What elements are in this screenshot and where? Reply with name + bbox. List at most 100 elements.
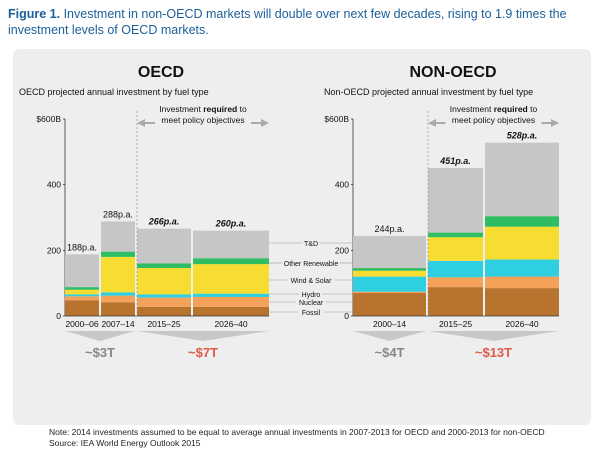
bar-segment-t-d (137, 228, 191, 264)
bar-segment-nuclear (353, 291, 426, 294)
bracket-label-part: Investment (450, 104, 492, 114)
group-label-projected: ~$7T (188, 345, 218, 360)
bar-segment-t-d (65, 254, 99, 288)
legend-label: T&D (304, 241, 318, 248)
bracket-arrow-left (137, 119, 145, 127)
group-chevron (353, 331, 426, 341)
panel-subtitle: OECD projected annual investment by fuel… (19, 87, 209, 97)
bar-segment-wind-solar (101, 256, 135, 293)
bar-total-label: 528p.a. (507, 131, 538, 141)
bar-total-label: 288p.a. (103, 209, 133, 219)
bar-segment-t-d (428, 167, 483, 233)
bracket-arrow-right (261, 119, 269, 127)
bar-segment-hydro (485, 259, 559, 277)
bar-segment-nuclear (485, 276, 559, 289)
bar-segment-hydro (137, 294, 191, 298)
bar-segment-wind-solar (193, 264, 269, 294)
bar-segment-nuclear (137, 297, 191, 307)
bar-segment-wind-solar (428, 237, 483, 261)
panel-subtitle: Non-OECD projected annual investment by … (324, 87, 533, 97)
bracket-arrow-right (551, 119, 559, 127)
bar-segment-hydro (101, 292, 135, 296)
x-category-label: 2007–14 (101, 319, 134, 329)
bar-segment-other-renewable (65, 287, 99, 290)
y-tick-label: $600B (324, 114, 349, 124)
chart-panel: OECD OECD projected annual investment by … (13, 49, 591, 448)
bar-segment-wind-solar (65, 289, 99, 295)
bracket-label-part: to (528, 104, 538, 114)
bracket-arrow-left (428, 119, 436, 127)
bar-segment-wind-solar (137, 268, 191, 295)
bracket-label-line2: meet policy objectives (161, 115, 244, 125)
y-tick-label: 0 (344, 311, 349, 321)
bar-segment-t-d (193, 230, 269, 259)
bracket-label-part: required (201, 104, 237, 114)
x-category-label: 2000–06 (65, 319, 98, 329)
y-tick-label: 200 (47, 245, 61, 255)
y-tick-label: 200 (335, 245, 349, 255)
bar-total-label: 188p.a. (67, 242, 97, 252)
group-chevron (137, 331, 269, 341)
bar-segment-fossil (101, 302, 135, 316)
bar-segment-fossil (137, 306, 191, 316)
group-label-historic: ~$4T (375, 345, 405, 360)
note-text: Note: 2014 investments assumed to be equ… (49, 427, 545, 437)
legend-label: Fossil (302, 310, 321, 317)
bar-segment-other-renewable (353, 268, 426, 271)
bar-segment-fossil (485, 288, 559, 316)
panel-title: OECD (138, 64, 184, 81)
figure-caption-text: Investment in non-OECD markets will doub… (8, 7, 567, 37)
bar-segment-t-d (101, 221, 135, 252)
group-label-projected: ~$13T (475, 345, 512, 360)
bar-segment-other-renewable (428, 232, 483, 238)
bracket-label-line1: Investment required to (450, 104, 538, 114)
bracket-label-bg (155, 115, 251, 126)
bar-segment-hydro (353, 276, 426, 292)
y-tick-label: $600B (36, 114, 61, 124)
note-box: Note: 2014 investments assumed to be equ… (49, 427, 589, 449)
x-category-label: 2026–40 (214, 319, 247, 329)
legend-label: Other Renewable (284, 261, 339, 268)
bar-total-label: 244p.a. (374, 224, 404, 234)
source-text: Source: IEA World Energy Outlook 2015 (49, 438, 201, 448)
bracket-label-bg (445, 115, 542, 126)
legend-label: Nuclear (299, 300, 324, 307)
bracket-label-part: Investment (159, 104, 201, 114)
bar-total-label: 266p.a. (148, 217, 180, 227)
bar-total-label: 260p.a. (215, 219, 247, 229)
bar-segment-hydro (65, 294, 99, 297)
bracket-label-line2: meet policy objectives (452, 115, 535, 125)
bar-segment-t-d (485, 142, 559, 217)
y-tick-label: 400 (335, 180, 349, 190)
panel-title: NON-OECD (409, 64, 496, 81)
bar-segment-other-renewable (485, 216, 559, 227)
figure-number: Figure 1. (8, 7, 61, 21)
bar-segment-nuclear (101, 295, 135, 303)
bar-segment-fossil (428, 287, 483, 316)
bar-segment-wind-solar (353, 270, 426, 277)
bar-segment-nuclear (428, 277, 483, 288)
bar-segment-other-renewable (137, 263, 191, 269)
bar-segment-nuclear (193, 296, 269, 307)
bar-segment-fossil (193, 306, 269, 316)
bar-segment-fossil (65, 300, 99, 316)
x-category-label: 2015–25 (439, 319, 472, 329)
bar-segment-wind-solar (485, 226, 559, 260)
legend-label: Hydro (302, 292, 321, 299)
bar-segment-other-renewable (193, 258, 269, 265)
bar-segment-other-renewable (101, 251, 135, 257)
bar-segment-t-d (353, 235, 426, 269)
x-category-label: 2000–14 (373, 319, 406, 329)
y-tick-label: 0 (56, 311, 61, 321)
group-chevron (428, 331, 559, 341)
bar-segment-fossil (353, 293, 426, 316)
chart-canvas: OECD OECD projected annual investment by … (19, 64, 559, 360)
group-label-historic: ~$3T (85, 345, 115, 360)
group-chevron (65, 331, 135, 341)
figure-caption: Figure 1. Investment in non-OECD markets… (8, 6, 568, 38)
bar-total-label: 451p.a. (439, 156, 471, 166)
bar-segment-hydro (193, 293, 269, 297)
bar-segment-nuclear (65, 296, 99, 301)
bracket-label-part: required (491, 104, 527, 114)
x-category-label: 2026–40 (505, 319, 538, 329)
